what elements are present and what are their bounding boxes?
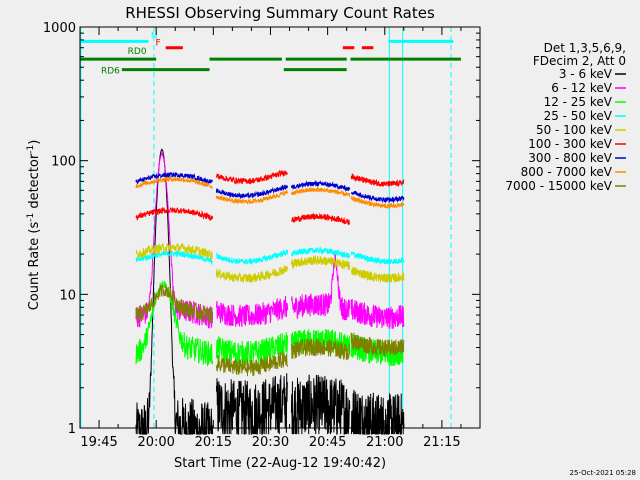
legend-header-1: FDecim 2, Att 0 [533,54,626,68]
series-8 [135,284,405,377]
y-tick-label-3: 1000 [43,21,76,36]
series-5-trace-1 [215,169,289,185]
y-tick-label-2: 100 [51,155,76,170]
legend: Det 1,3,5,6,9,FDecim 2, Att 03 - 6 keV6 … [505,41,626,193]
series-2-trace-0 [135,280,214,367]
series-0-trace-1 [215,373,289,436]
chart-title: RHESSI Observing Summary Count Rates [125,4,435,22]
plot-frame [79,26,481,429]
y-label-end: ) [27,140,42,145]
series-6-trace-1 [215,184,289,200]
series-5-trace-2 [291,212,350,226]
y-label-mid: detector [27,153,42,213]
flag-rd0-label: RD0 [128,47,147,57]
series-3-trace-1 [215,249,289,266]
series-3-trace-2 [290,245,351,259]
y-axis-label: Count Rate (s-1 detector-1) [26,140,42,311]
series-0-trace-3 [350,389,405,435]
series-6-trace-3 [350,190,405,204]
series-4-trace-0 [135,242,214,260]
y-label-sup: -1 [26,213,36,222]
flag-f-label: F [156,39,161,49]
legend-label-2: 12 - 25 keV [544,95,613,109]
y-label-sup2: -1 [26,145,36,154]
x-tick-label-6: 21:15 [423,435,460,450]
legend-label-0: 3 - 6 keV [559,67,613,81]
series-2-trace-1 [215,332,289,367]
flag-bars: NF RD0 RD6 [80,31,461,77]
series-0 [135,148,405,436]
legend-label-1: 6 - 12 keV [551,81,613,95]
legend-label-8: 7000 - 15000 keV [505,179,612,193]
legend-label-5: 100 - 300 keV [528,137,612,151]
series-8-trace-1 [215,351,289,377]
y-tick-label-0: 1 [68,422,76,437]
legend-header-0: Det 1,3,5,6,9, [544,41,626,55]
x-tick-label-2: 20:15 [195,435,232,450]
series-1-trace-3 [350,299,405,329]
x-tick-label-3: 20:30 [252,435,289,450]
timestamp: 25-Oct-2021 05:28 [570,469,636,477]
legend-label-3: 25 - 50 keV [544,109,613,123]
legend-label-7: 800 - 7000 keV [521,165,613,179]
series-0-trace-2 [290,374,351,435]
x-axis-label: Start Time (22-Aug-12 19:40:42) [174,456,386,471]
series-7 [135,175,405,209]
series-7-trace-0 [135,175,213,190]
x-tick-label-1: 20:00 [137,435,174,450]
legend-label-6: 300 - 800 keV [528,151,612,165]
series-3-trace-3 [350,251,405,266]
x-tick-label-5: 21:00 [366,435,403,450]
series-7-trace-3 [350,196,405,209]
x-tick-label-4: 20:45 [309,435,346,450]
series-8-trace-2 [290,338,351,361]
series-3 [135,245,405,266]
y-label-main: Count Rate (s [27,222,42,311]
series-8-trace-0 [135,284,214,325]
legend-label-4: 50 - 100 keV [536,123,613,137]
series-6-trace-2 [290,179,351,192]
series-group [135,148,405,436]
series-4 [135,242,405,283]
series-8-trace-3 [350,332,405,357]
series-4-trace-3 [350,266,405,283]
series-7-trace-2 [290,186,351,198]
series-5-trace-3 [350,173,405,188]
axes: 19:45 20:00 20:15 20:30 20:45 21:00 21:15 1 10 10… [43,21,481,450]
series-5 [135,169,405,226]
flag-n-label: N [151,31,158,41]
y-tick-label-1: 10 [59,288,76,303]
series-4-trace-2 [290,254,351,271]
series-1-trace-1 [215,295,289,328]
series-3-trace-0 [135,249,213,266]
x-tick-label-0: 19:45 [80,435,117,450]
series-5-trace-0 [135,206,214,221]
flag-rd6-label: RD6 [101,67,120,77]
series-7-trace-1 [215,189,289,205]
series-4-trace-1 [215,265,289,283]
series-0-trace-0 [135,148,214,436]
series-1-trace-2 [290,253,351,321]
